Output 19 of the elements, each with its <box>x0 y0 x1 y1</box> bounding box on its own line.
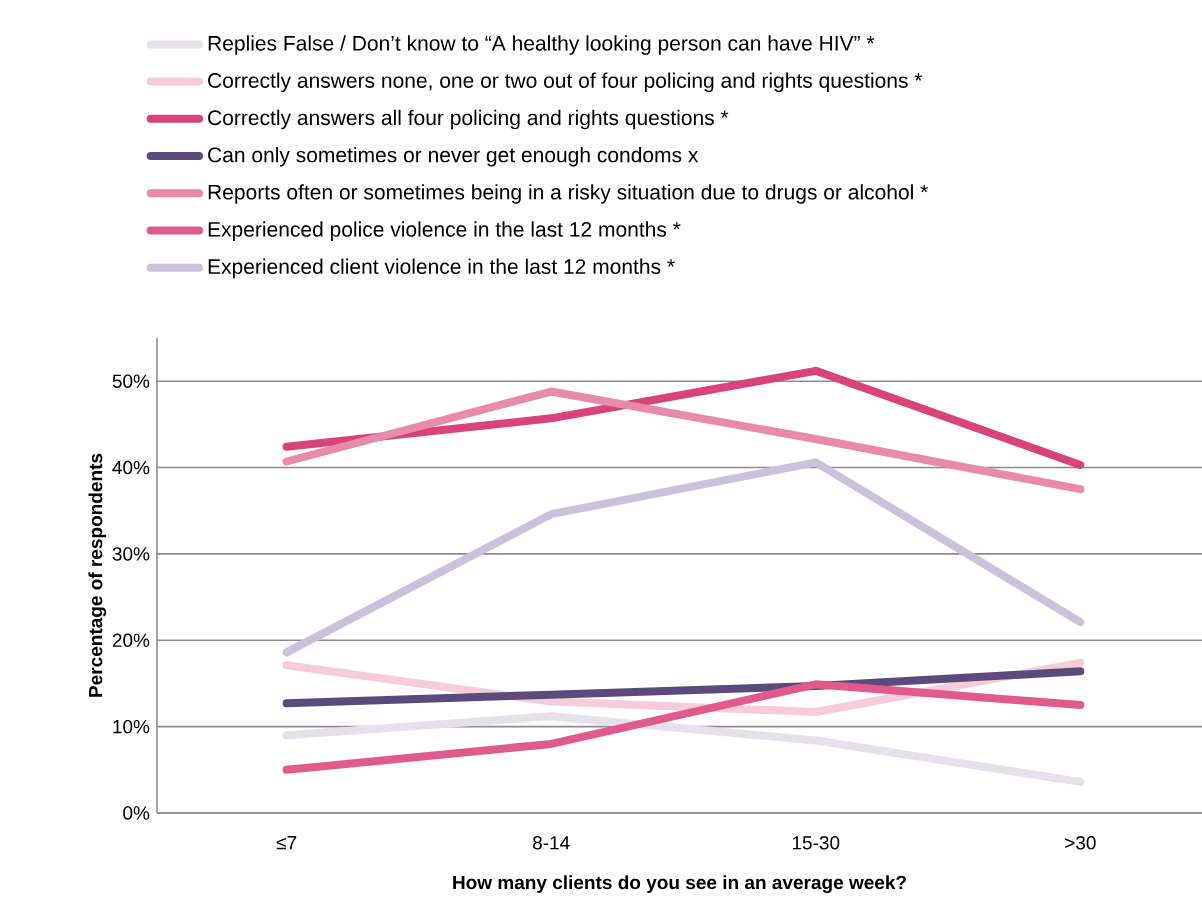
legend-label: Reports often or sometimes being in a risky situation due to drugs or alcohol * <box>208 184 928 204</box>
y-tick-label: 40% <box>112 460 150 475</box>
y-tick-label: 30% <box>112 547 150 561</box>
legend-label: Experienced police violence in the last 12 months * <box>208 221 681 241</box>
x-tick-label: >30 <box>1065 836 1096 850</box>
x-axis-title: How many clients do you see in an average week? <box>453 875 906 894</box>
x-tick-label: ≤7 <box>276 836 297 850</box>
y-tick-label: 50% <box>112 374 150 388</box>
y-axis-title: Percentage of respondents <box>88 453 107 697</box>
legend-label: Replies False / Don’t know to “A healthy looking person can have HIV” * <box>208 35 875 55</box>
legend-label: Can only sometimes or never get enough condoms x <box>208 146 699 167</box>
legend-label: Correctly answers all four policing and rights questions * <box>208 109 729 130</box>
y-tick-label: 0% <box>123 806 150 820</box>
legend-label: Experienced client violence in the last 12 months * <box>208 258 675 279</box>
legend-label: Correctly answers none, one or two out of four policing and rights questions * <box>208 72 923 93</box>
x-tick-label: 15-30 <box>792 836 840 850</box>
x-tick-label: 8-14 <box>533 836 570 850</box>
y-tick-label: 10% <box>113 719 150 734</box>
y-tick-label: 20% <box>112 633 150 647</box>
